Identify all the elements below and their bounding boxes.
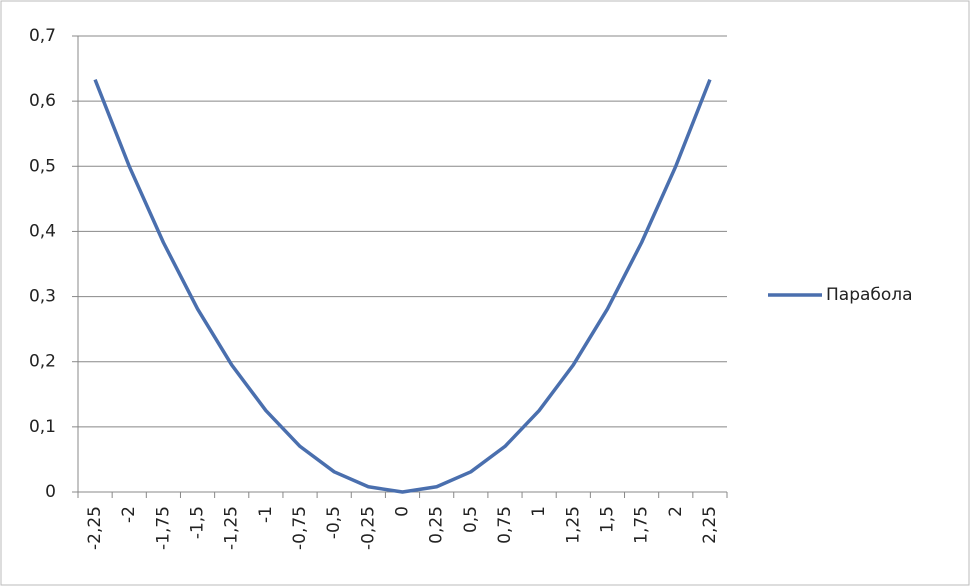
x-tick-label: -2,25 [85,506,105,550]
x-tick-label: 2,25 [700,506,720,544]
y-tick-label: 0 [45,482,56,502]
x-tick-label: 1,5 [597,506,617,533]
legend-label: Парабола [826,285,913,305]
x-tick-label: 0 [393,506,413,517]
x-tick-label: -1 [256,506,276,523]
y-tick-label: 0,1 [29,417,56,437]
x-tick-label: 1 [529,506,549,517]
y-tick-label: 0,6 [29,91,56,111]
y-tick-label: 0,7 [29,26,56,46]
y-tick-label: 0,5 [29,156,56,176]
x-tick-label: 0,5 [461,506,481,533]
x-tick-label: 0,25 [427,506,447,544]
y-tick-label: 0,4 [29,221,56,241]
x-tick-label: 0,75 [495,506,515,544]
x-tick-label: -0,5 [324,506,344,539]
series-line [93,79,712,494]
x-tick-label: -1,75 [153,506,173,550]
x-tick-label: -0,25 [358,506,378,550]
x-tick-label: 1,25 [563,506,583,544]
x-tick-label: 2 [666,506,686,517]
x-tick-label: 1,75 [632,506,652,544]
y-tick-label: 0,2 [29,352,56,372]
x-tick-label: -1,25 [222,506,242,550]
x-tick-label: -0,75 [290,506,310,550]
x-tick-label: -1,5 [188,506,208,539]
x-tick-label: -2 [119,506,139,523]
y-tick-label: 0,3 [29,287,56,307]
